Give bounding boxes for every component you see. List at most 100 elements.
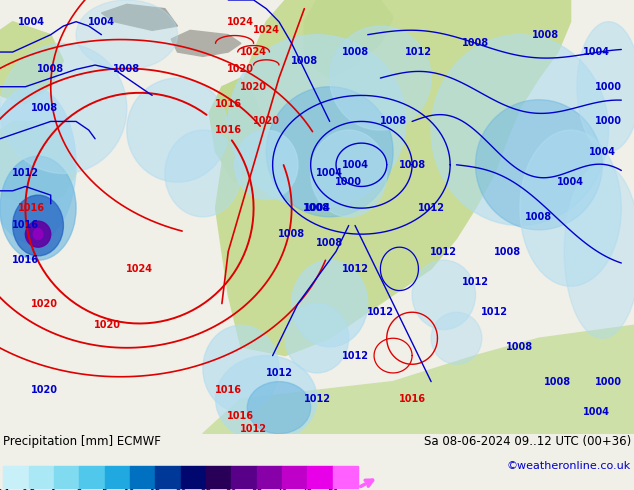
- Text: 1020: 1020: [228, 64, 254, 74]
- Text: 1012: 1012: [266, 368, 292, 378]
- Text: 1008: 1008: [462, 38, 489, 49]
- Text: 1012: 1012: [240, 424, 267, 434]
- Text: 1020: 1020: [240, 82, 267, 92]
- Ellipse shape: [25, 221, 51, 247]
- Ellipse shape: [412, 260, 476, 330]
- Ellipse shape: [165, 130, 241, 217]
- Text: 1000: 1000: [335, 177, 362, 187]
- Text: 1008: 1008: [113, 64, 140, 74]
- Ellipse shape: [292, 260, 368, 347]
- Text: 1008: 1008: [545, 377, 571, 387]
- Text: 1008: 1008: [399, 160, 425, 170]
- Polygon shape: [0, 122, 76, 208]
- Ellipse shape: [203, 325, 279, 412]
- Text: 1012: 1012: [342, 350, 368, 361]
- Text: 1008: 1008: [507, 342, 533, 352]
- Text: 1004: 1004: [18, 17, 45, 26]
- Bar: [3, 466, 29, 488]
- Bar: [29, 466, 54, 488]
- Text: 1008: 1008: [316, 238, 343, 248]
- Ellipse shape: [330, 26, 431, 130]
- Bar: [155, 466, 181, 488]
- Text: 1024: 1024: [228, 17, 254, 26]
- Text: 1008: 1008: [342, 47, 368, 57]
- Text: Sa 08-06-2024 09..12 UTC (00+36): Sa 08-06-2024 09..12 UTC (00+36): [424, 435, 631, 448]
- Text: 1024: 1024: [253, 25, 280, 35]
- Polygon shape: [216, 0, 571, 356]
- Polygon shape: [0, 22, 63, 104]
- Text: 1016: 1016: [215, 125, 242, 135]
- Text: 1016: 1016: [215, 385, 242, 395]
- Text: 1004: 1004: [557, 177, 584, 187]
- Text: 1020: 1020: [31, 298, 58, 309]
- Text: 1012: 1012: [304, 394, 330, 404]
- Ellipse shape: [76, 0, 178, 70]
- Text: ©weatheronline.co.uk: ©weatheronline.co.uk: [507, 461, 631, 471]
- Bar: [307, 466, 333, 488]
- Ellipse shape: [247, 382, 311, 434]
- Text: 1004: 1004: [589, 147, 616, 157]
- Ellipse shape: [564, 165, 634, 338]
- Text: 1012: 1012: [462, 277, 489, 287]
- Ellipse shape: [13, 195, 63, 256]
- Bar: [333, 466, 358, 488]
- Ellipse shape: [228, 35, 406, 208]
- Text: 1000: 1000: [595, 377, 622, 387]
- Text: Precipitation [mm] ECMWF: Precipitation [mm] ECMWF: [3, 435, 161, 448]
- Bar: [54, 466, 79, 488]
- Ellipse shape: [577, 22, 634, 152]
- Text: 1004: 1004: [342, 160, 368, 170]
- Text: 1012: 1012: [342, 264, 368, 274]
- Text: 1020: 1020: [94, 320, 121, 330]
- Ellipse shape: [216, 356, 317, 442]
- Ellipse shape: [127, 78, 228, 182]
- Ellipse shape: [0, 156, 76, 260]
- Text: 1016: 1016: [18, 203, 45, 213]
- Bar: [231, 466, 257, 488]
- Bar: [282, 466, 307, 488]
- Text: 1008: 1008: [304, 203, 330, 213]
- Bar: [257, 466, 282, 488]
- Text: 1008: 1008: [278, 229, 305, 239]
- Polygon shape: [203, 325, 634, 434]
- Text: 1004: 1004: [304, 203, 330, 213]
- Text: 1004: 1004: [583, 407, 609, 417]
- Text: 1016: 1016: [228, 411, 254, 421]
- Text: 1024: 1024: [240, 47, 267, 57]
- Text: 1016: 1016: [215, 99, 242, 109]
- Ellipse shape: [266, 87, 393, 217]
- Ellipse shape: [476, 100, 602, 230]
- Ellipse shape: [285, 303, 349, 373]
- Text: 1012: 1012: [430, 246, 457, 257]
- Text: 1000: 1000: [595, 82, 622, 92]
- Polygon shape: [171, 30, 241, 56]
- Bar: [105, 466, 130, 488]
- Text: 1016: 1016: [399, 394, 425, 404]
- Text: 1004: 1004: [583, 47, 609, 57]
- Ellipse shape: [311, 130, 387, 217]
- Text: 1012: 1012: [418, 203, 444, 213]
- Bar: [130, 466, 155, 488]
- Text: 1012: 1012: [367, 307, 394, 317]
- Text: 1024: 1024: [126, 264, 153, 274]
- Polygon shape: [304, 0, 393, 78]
- Ellipse shape: [431, 312, 482, 364]
- Text: 1020: 1020: [31, 385, 58, 395]
- Text: 1012: 1012: [12, 169, 39, 178]
- Text: 1008: 1008: [380, 117, 406, 126]
- Text: 1016: 1016: [12, 220, 39, 230]
- Text: 1020: 1020: [253, 117, 280, 126]
- Bar: [181, 466, 206, 488]
- Text: 1008: 1008: [37, 64, 64, 74]
- Ellipse shape: [520, 130, 621, 286]
- Ellipse shape: [0, 87, 76, 243]
- Text: 1012: 1012: [405, 47, 432, 57]
- Text: 1004: 1004: [88, 17, 115, 26]
- Ellipse shape: [235, 130, 298, 199]
- Text: 1004: 1004: [316, 169, 343, 178]
- Polygon shape: [209, 78, 266, 182]
- Ellipse shape: [0, 44, 127, 173]
- Text: 1008: 1008: [526, 212, 552, 222]
- Polygon shape: [101, 4, 178, 30]
- Text: 1012: 1012: [481, 307, 508, 317]
